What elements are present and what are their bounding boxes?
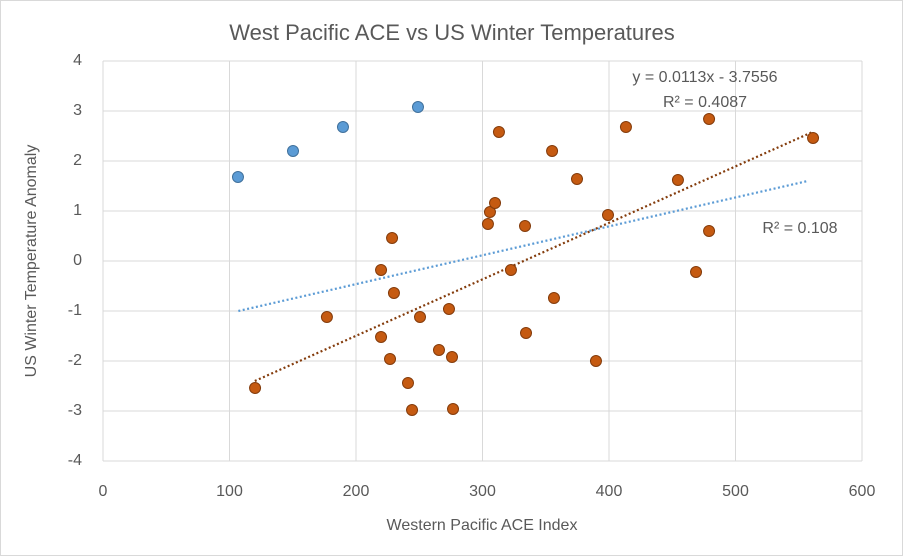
data-point — [703, 113, 716, 125]
data-point — [807, 132, 820, 144]
y-tick-label: 3 — [73, 102, 82, 119]
data-point — [336, 121, 349, 133]
data-point — [481, 218, 494, 230]
y-tick-label: -1 — [68, 302, 82, 319]
x-tick-label: 200 — [343, 483, 370, 500]
y-tick-label: 1 — [73, 202, 82, 219]
data-point — [287, 145, 300, 157]
data-point — [320, 311, 333, 323]
x-tick-label: 600 — [849, 483, 876, 500]
data-point — [447, 403, 460, 415]
data-point — [547, 292, 560, 304]
data-point — [446, 351, 459, 363]
data-point — [414, 311, 427, 323]
x-tick-label: 300 — [469, 483, 496, 500]
chart-title: West Pacific ACE vs US Winter Temperatur… — [229, 20, 674, 45]
data-point — [492, 126, 505, 138]
data-point — [589, 355, 602, 367]
x-tick-label: 0 — [99, 483, 108, 500]
data-point — [519, 220, 532, 232]
x-axis-label: Western Pacific ACE Index — [387, 517, 578, 534]
y-tick-label: -3 — [68, 402, 82, 419]
data-point — [703, 225, 716, 237]
data-point — [520, 327, 533, 339]
x-tick-label: 100 — [216, 483, 243, 500]
annotation: y = 0.0113x - 3.7556 — [632, 69, 777, 86]
x-tick-label: 400 — [596, 483, 623, 500]
data-point — [387, 287, 400, 299]
data-point — [601, 209, 614, 221]
data-point — [671, 174, 684, 186]
data-point — [386, 232, 399, 244]
data-point — [570, 173, 583, 185]
data-point — [249, 382, 262, 394]
annotation: R² = 0.4087 — [663, 94, 747, 111]
data-point — [483, 206, 496, 218]
y-tick-label: -2 — [68, 352, 82, 369]
data-point — [690, 266, 703, 278]
data-point — [384, 353, 397, 365]
data-point — [231, 171, 244, 183]
data-point — [401, 377, 414, 389]
data-point — [406, 404, 419, 416]
trendline — [238, 179, 808, 313]
y-axis-label: US Winter Temperature Anomaly — [23, 145, 40, 378]
data-point — [375, 264, 388, 276]
data-point — [489, 197, 502, 209]
data-point — [504, 264, 517, 276]
data-point — [442, 303, 455, 315]
data-point — [432, 344, 445, 356]
y-tick-label: 0 — [73, 252, 82, 269]
data-point — [375, 331, 388, 343]
annotation: R² = 0.108 — [762, 220, 837, 237]
y-tick-label: -4 — [68, 452, 82, 469]
y-tick-label: 2 — [73, 152, 82, 169]
data-point — [411, 101, 424, 113]
y-tick-label: 4 — [73, 52, 82, 69]
data-point — [619, 121, 632, 133]
data-point — [546, 145, 559, 157]
x-tick-label: 500 — [722, 483, 749, 500]
